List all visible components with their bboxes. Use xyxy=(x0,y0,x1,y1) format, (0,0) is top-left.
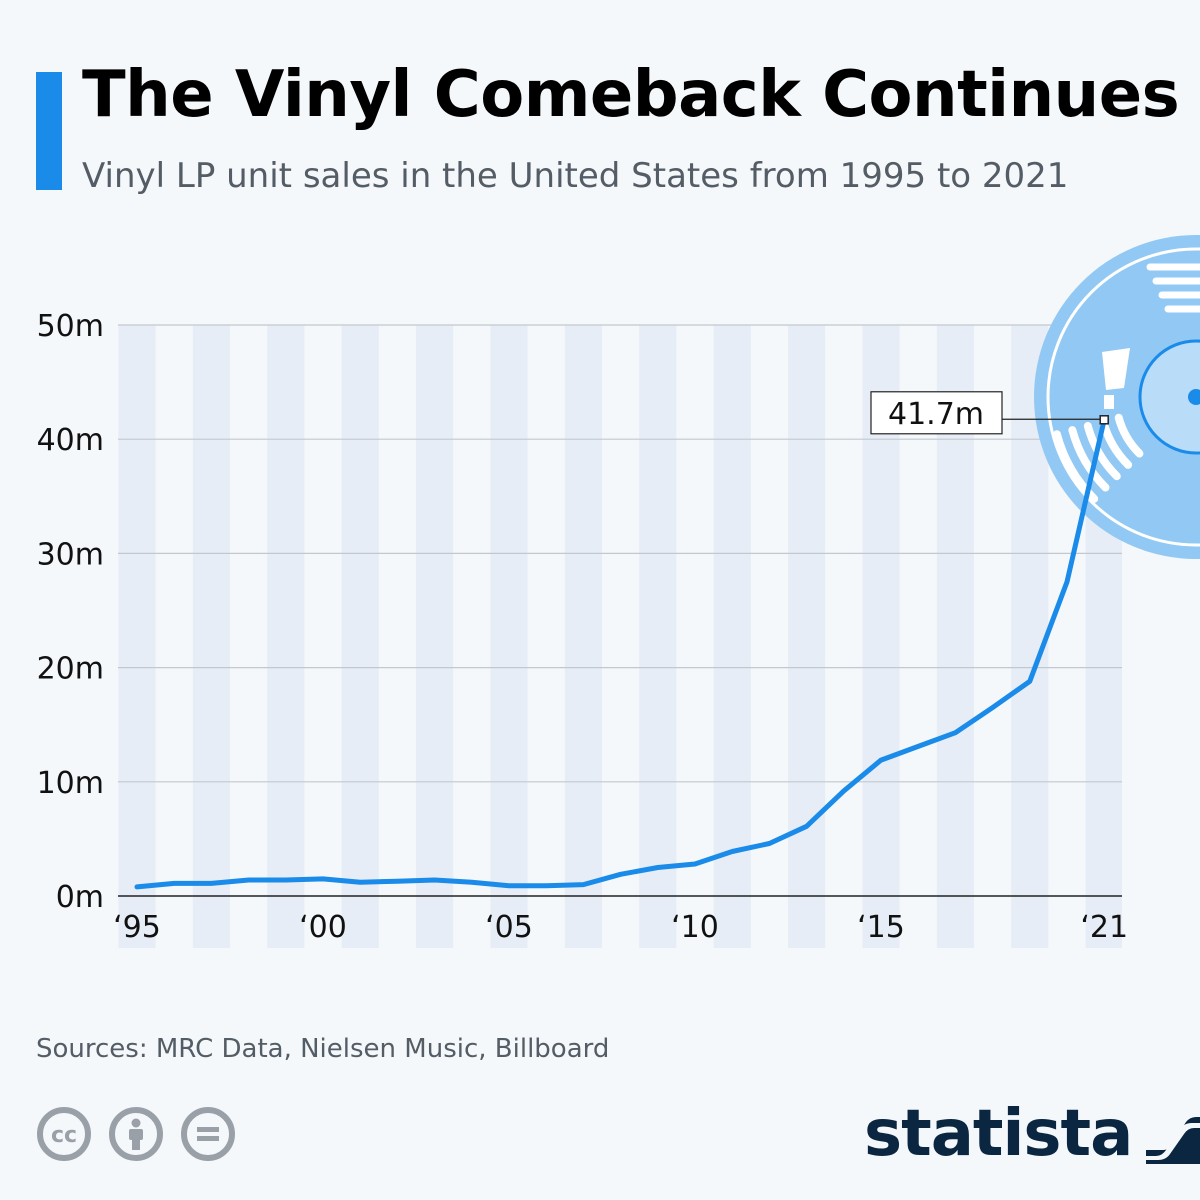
svg-text:cc: cc xyxy=(51,1123,77,1148)
annotation-last-value: 41.7m xyxy=(870,391,1109,435)
y-tick-label: 40m xyxy=(37,423,104,458)
year-band-2013 xyxy=(788,325,826,948)
year-band-1999 xyxy=(267,325,305,948)
x-axis-ticks: ‘95 ‘00 ‘05 ‘10 ‘15 ‘21 xyxy=(113,910,1128,945)
vinyl-sales-chart: 0m 10m 20m 30m 40m 50m ‘95 ‘00 ‘05 ‘10 ‘15 ‘21 41.… xyxy=(37,235,1200,948)
x-tick-label: ‘21 xyxy=(1080,910,1128,945)
gridlines xyxy=(118,324,1122,783)
attribution-icon[interactable] xyxy=(109,1107,163,1161)
series-line-vinyl-sales xyxy=(134,417,1107,890)
year-band-2011 xyxy=(713,325,751,948)
year-band-2001 xyxy=(341,325,379,948)
annotation-label: 41.7m xyxy=(888,397,984,432)
x-tick-label: ‘95 xyxy=(113,910,161,945)
year-bands xyxy=(118,325,1122,948)
year-band-2007 xyxy=(564,325,602,948)
y-tick-label: 50m xyxy=(37,309,104,344)
x-tick-label: ‘00 xyxy=(299,910,347,945)
annotation-marker xyxy=(1099,415,1109,425)
statista-mark-icon xyxy=(1146,1104,1200,1164)
x-tick-label: ‘15 xyxy=(857,910,905,945)
license-icons: cc xyxy=(36,1106,246,1166)
accent-bar xyxy=(36,72,62,190)
disc-rim xyxy=(1046,247,1200,547)
chart-title: The Vinyl Comeback Continues xyxy=(82,58,1180,132)
year-band-2003 xyxy=(416,325,454,948)
y-axis-ticks: 0m 10m 20m 30m 40m 50m xyxy=(37,309,104,915)
y-tick-label: 0m xyxy=(56,880,104,915)
y-tick-label: 30m xyxy=(37,537,104,572)
record-shine xyxy=(1102,348,1130,390)
x-tick-label: ‘10 xyxy=(671,910,719,945)
year-band-1997 xyxy=(192,325,230,948)
no-derivatives-icon[interactable] xyxy=(181,1107,235,1161)
vinyl-record-icon xyxy=(1034,235,1200,559)
brand-name: statista xyxy=(864,1097,1133,1171)
source-note: Sources: MRC Data, Nielsen Music, Billbo… xyxy=(36,1034,610,1064)
x-tick-label: ‘05 xyxy=(485,910,533,945)
year-band-2005 xyxy=(490,325,528,948)
groove-bottom-0 xyxy=(1114,413,1144,458)
chart-subtitle: Vinyl LP unit sales in the United States… xyxy=(82,156,1069,196)
cc-icon[interactable]: cc xyxy=(37,1107,91,1161)
y-tick-label: 20m xyxy=(37,652,104,687)
groove-bottom-3 xyxy=(1068,426,1110,492)
annotation-box xyxy=(870,391,1003,435)
record-shine-dot xyxy=(1104,395,1114,409)
statista-logo[interactable]: statista xyxy=(864,1094,1200,1174)
disc-label xyxy=(1138,339,1200,455)
year-band-1995 xyxy=(118,325,156,948)
disc-hole xyxy=(1188,389,1200,405)
year-band-2009 xyxy=(639,325,677,948)
groove-bottom-4 xyxy=(1052,430,1099,503)
y-tick-label: 10m xyxy=(37,766,104,801)
